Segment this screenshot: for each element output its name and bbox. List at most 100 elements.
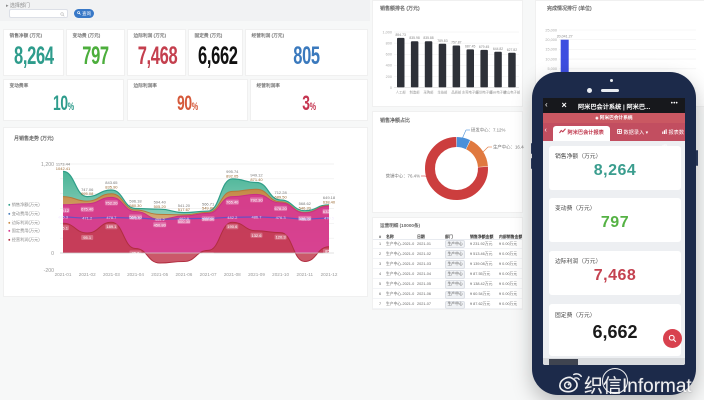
svg-text:835.88: 835.88 xyxy=(423,36,433,40)
svg-text:747.06: 747.06 xyxy=(81,187,94,192)
svg-text:478.7: 478.7 xyxy=(106,215,117,220)
svg-text:2021-02: 2021-02 xyxy=(79,272,96,277)
svg-text:949.12: 949.12 xyxy=(250,173,263,178)
svg-text:470.5: 470.5 xyxy=(324,216,335,221)
svg-text:190.6: 190.6 xyxy=(227,224,238,229)
svg-text:455.2: 455.2 xyxy=(155,217,166,222)
svg-text:632.10: 632.10 xyxy=(323,209,336,214)
svg-text:560.10: 560.10 xyxy=(129,215,142,220)
svg-text:835.90: 835.90 xyxy=(105,185,118,190)
svg-text:400: 400 xyxy=(386,64,392,68)
svg-text:638.40: 638.40 xyxy=(323,199,336,204)
svg-text:2021-03: 2021-03 xyxy=(103,272,120,277)
svg-text:20,000: 20,000 xyxy=(545,38,557,42)
svg-text:2021-04: 2021-04 xyxy=(127,272,144,277)
svg-text:644.82: 644.82 xyxy=(493,47,503,51)
svg-text:25,000: 25,000 xyxy=(545,28,557,32)
svg-text:0: 0 xyxy=(390,86,392,90)
svg-text:450.80: 450.80 xyxy=(154,222,167,227)
svg-text:468.1: 468.1 xyxy=(203,216,214,221)
svg-text:2021-08: 2021-08 xyxy=(224,272,241,277)
svg-text:792.30: 792.30 xyxy=(250,197,263,202)
svg-text:752.20: 752.20 xyxy=(105,200,118,205)
svg-text:2021-06: 2021-06 xyxy=(175,272,192,277)
svg-text:1042.41: 1042.41 xyxy=(56,166,71,171)
svg-text:486.7: 486.7 xyxy=(251,215,262,220)
svg-text:-98.6: -98.6 xyxy=(300,263,310,268)
svg-text:660.12: 660.12 xyxy=(57,208,70,213)
svg-text:482.2: 482.2 xyxy=(227,215,238,220)
svg-text:757.87: 757.87 xyxy=(451,41,461,45)
svg-text:189.1: 189.1 xyxy=(106,224,117,229)
svg-text:471.2: 471.2 xyxy=(82,216,93,221)
svg-text:687.45: 687.45 xyxy=(465,44,475,48)
svg-text:627.82: 627.82 xyxy=(507,48,517,52)
svg-text:871.40: 871.40 xyxy=(250,177,263,182)
svg-text:1173.44: 1173.44 xyxy=(56,162,71,167)
svg-text:研发中心：7.12%: 研发中心：7.12% xyxy=(471,127,505,134)
svg-text:546.20: 546.20 xyxy=(299,205,312,210)
svg-text:894.73: 894.73 xyxy=(396,33,406,37)
svg-text:675.40: 675.40 xyxy=(81,207,94,212)
svg-text:-135.2: -135.2 xyxy=(154,264,166,269)
svg-text:东莞电子部: 东莞电子部 xyxy=(462,90,479,95)
svg-text:营销中心：76.4%: 营销中心：76.4% xyxy=(386,173,420,180)
svg-text:132.6: 132.6 xyxy=(251,233,262,238)
svg-text:765.40: 765.40 xyxy=(226,200,239,205)
svg-text:2021-07: 2021-07 xyxy=(200,272,217,277)
svg-text:20,041.27: 20,041.27 xyxy=(557,34,573,38)
svg-text:佛山电子部: 佛山电子部 xyxy=(504,90,521,95)
svg-text:580.30: 580.30 xyxy=(129,203,142,208)
svg-text:生产中心：16.48%: 生产中心：16.48% xyxy=(493,144,524,151)
svg-text:146.1: 146.1 xyxy=(58,225,69,230)
svg-text:505.20: 505.20 xyxy=(154,204,167,209)
svg-text:10,000: 10,000 xyxy=(545,57,557,61)
svg-text:568.62: 568.62 xyxy=(299,201,312,206)
svg-text:712.28: 712.28 xyxy=(274,190,287,195)
svg-text:2021-05: 2021-05 xyxy=(151,272,168,277)
svg-text:541.20: 541.20 xyxy=(178,203,191,208)
svg-text:462.8: 462.8 xyxy=(179,216,190,221)
svg-text:835.98: 835.98 xyxy=(409,36,419,40)
svg-text:800: 800 xyxy=(386,42,392,46)
svg-text:532.60: 532.60 xyxy=(202,216,215,221)
svg-text:596.18: 596.18 xyxy=(129,199,142,204)
svg-text:1,000: 1,000 xyxy=(382,30,392,34)
svg-text:472.9: 472.9 xyxy=(130,216,141,221)
svg-text:200: 200 xyxy=(386,75,392,79)
svg-text:人工部: 人工部 xyxy=(396,90,407,95)
svg-text:594.40: 594.40 xyxy=(154,199,167,204)
svg-text:95.1: 95.1 xyxy=(83,235,92,240)
svg-text:995.74: 995.74 xyxy=(226,169,239,174)
svg-text:-115.6: -115.6 xyxy=(178,263,190,268)
svg-text:2021-09: 2021-09 xyxy=(248,272,265,277)
svg-text:制造部: 制造部 xyxy=(410,90,421,95)
svg-text:476.3: 476.3 xyxy=(276,215,287,220)
svg-text:120.3: 120.3 xyxy=(276,235,287,240)
svg-text:35.2: 35.2 xyxy=(204,252,213,257)
svg-text:892.05: 892.05 xyxy=(226,173,239,178)
svg-text:0: 0 xyxy=(51,251,54,257)
svg-text:品质部: 品质部 xyxy=(451,90,462,95)
svg-text:538.70: 538.70 xyxy=(299,216,312,221)
svg-text:679.45: 679.45 xyxy=(479,45,489,49)
svg-text:500.30: 500.30 xyxy=(178,219,191,224)
svg-text:600: 600 xyxy=(386,53,392,57)
svg-text:2021-11: 2021-11 xyxy=(297,272,314,277)
svg-text:2021-12: 2021-12 xyxy=(321,272,338,277)
svg-text:485.3: 485.3 xyxy=(58,215,69,220)
svg-text:678.20: 678.20 xyxy=(274,206,287,211)
svg-text:689.50: 689.50 xyxy=(274,195,287,200)
svg-text:生技部: 生技部 xyxy=(437,90,448,95)
svg-text:85.3: 85.3 xyxy=(325,249,334,254)
svg-text:深圳电子部: 深圳电子部 xyxy=(476,90,493,95)
svg-text:2021-10: 2021-10 xyxy=(272,272,289,277)
svg-text:5,000: 5,000 xyxy=(547,67,557,71)
svg-text:惠州电子部: 惠州电子部 xyxy=(490,90,507,95)
svg-text:458.9: 458.9 xyxy=(300,217,311,222)
svg-text:843.65: 843.65 xyxy=(105,180,118,185)
svg-text:566.71: 566.71 xyxy=(202,201,215,206)
svg-text:1,200: 1,200 xyxy=(41,162,54,168)
svg-text:695.08: 695.08 xyxy=(81,191,94,196)
svg-text:517.67: 517.67 xyxy=(178,207,191,212)
